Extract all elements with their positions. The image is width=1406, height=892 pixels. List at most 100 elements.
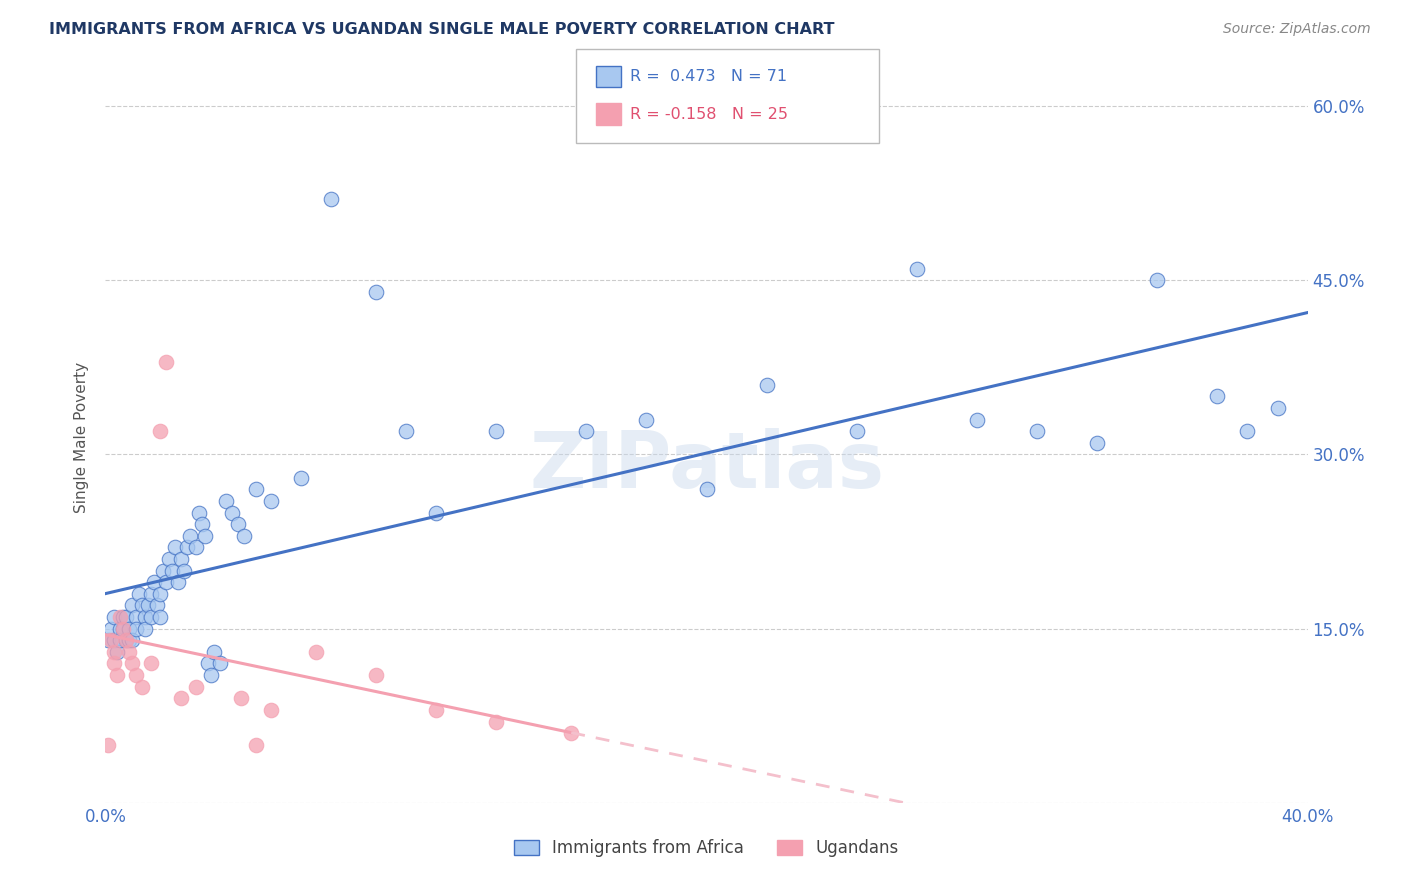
Point: [636, 412, 658, 426]
Point: [100, 633, 122, 648]
Point: [145, 599, 167, 613]
Legend: Immigrants from Africa, Ugandans: Immigrants from Africa, Ugandans: [508, 832, 905, 864]
Text: IMMIGRANTS FROM AFRICA VS UGANDAN SINGLE MALE POVERTY CORRELATION CHART: IMMIGRANTS FROM AFRICA VS UGANDAN SINGLE…: [49, 22, 835, 37]
Point: [1085, 436, 1108, 450]
Point: [115, 633, 138, 648]
Point: [245, 738, 267, 752]
Point: [163, 541, 186, 555]
Point: [190, 517, 212, 532]
Point: [134, 622, 156, 636]
Point: [112, 622, 135, 636]
Point: [260, 494, 283, 508]
Point: [1236, 424, 1258, 438]
Point: [110, 622, 132, 636]
Point: [197, 657, 219, 671]
Point: [136, 599, 159, 613]
Point: [1146, 273, 1168, 287]
Point: [845, 424, 868, 438]
Point: [142, 575, 165, 590]
Point: [103, 633, 125, 648]
Point: [425, 506, 447, 520]
Point: [696, 483, 718, 497]
Point: [425, 703, 447, 717]
Point: [221, 506, 243, 520]
Point: [966, 412, 988, 426]
Point: [1267, 401, 1289, 415]
Point: [176, 541, 198, 555]
Point: [485, 424, 508, 438]
Point: [148, 610, 170, 624]
Point: [139, 610, 162, 624]
Point: [97, 738, 120, 752]
Point: [173, 564, 195, 578]
Point: [131, 599, 153, 613]
Point: [118, 633, 141, 648]
Point: [187, 506, 209, 520]
Point: [155, 575, 177, 590]
Point: [100, 622, 122, 636]
Point: [226, 517, 249, 532]
Point: [905, 261, 928, 276]
Y-axis label: Single Male Poverty: Single Male Poverty: [75, 361, 90, 513]
Point: [131, 680, 153, 694]
Text: R = -0.158   N = 25: R = -0.158 N = 25: [630, 107, 787, 121]
Point: [575, 424, 598, 438]
Point: [290, 471, 312, 485]
Point: [148, 587, 170, 601]
Point: [169, 691, 191, 706]
Point: [184, 680, 207, 694]
Point: [1206, 389, 1229, 403]
Point: [115, 610, 138, 624]
Point: [200, 668, 222, 682]
Point: [202, 645, 225, 659]
Point: [134, 610, 156, 624]
Point: [121, 599, 143, 613]
Text: R =  0.473   N = 71: R = 0.473 N = 71: [630, 70, 787, 84]
Point: [118, 622, 141, 636]
Point: [214, 494, 236, 508]
Text: ZIPatlas: ZIPatlas: [529, 428, 884, 504]
Point: [107, 668, 129, 682]
Point: [139, 657, 162, 671]
Point: [229, 691, 252, 706]
Point: [124, 622, 146, 636]
Point: [169, 552, 191, 566]
Point: [121, 657, 143, 671]
Point: [148, 424, 170, 438]
Point: [395, 424, 418, 438]
Point: [319, 192, 342, 206]
Point: [305, 645, 328, 659]
Point: [1026, 424, 1049, 438]
Point: [121, 633, 143, 648]
Point: [755, 377, 778, 392]
Point: [97, 633, 120, 648]
Point: [260, 703, 283, 717]
Point: [124, 610, 146, 624]
Point: [152, 564, 174, 578]
Point: [560, 726, 582, 740]
Point: [103, 657, 125, 671]
Point: [194, 529, 217, 543]
Point: [208, 657, 231, 671]
Point: [179, 529, 201, 543]
Point: [112, 622, 135, 636]
Point: [110, 633, 132, 648]
Point: [160, 564, 183, 578]
Point: [103, 645, 125, 659]
Point: [157, 552, 180, 566]
Point: [115, 633, 138, 648]
Point: [118, 645, 141, 659]
Point: [155, 354, 177, 368]
Point: [110, 610, 132, 624]
Point: [124, 668, 146, 682]
Text: Source: ZipAtlas.com: Source: ZipAtlas.com: [1223, 22, 1371, 37]
Point: [485, 714, 508, 729]
Point: [112, 610, 135, 624]
Point: [103, 610, 125, 624]
Point: [245, 483, 267, 497]
Point: [364, 285, 387, 299]
Point: [139, 587, 162, 601]
Point: [166, 575, 188, 590]
Point: [364, 668, 387, 682]
Point: [232, 529, 254, 543]
